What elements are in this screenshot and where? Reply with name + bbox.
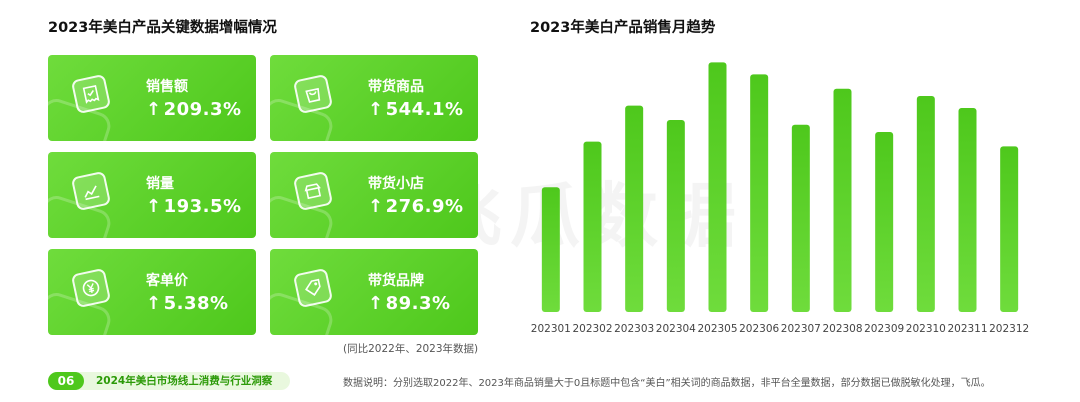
- x-tick-label: 202305: [697, 323, 737, 335]
- metric-value: ↑ 89.3%: [368, 293, 451, 314]
- arrow-up-icon: ↑: [146, 196, 162, 217]
- page-number-badge: 06: [48, 372, 84, 390]
- bar-202310: [916, 96, 935, 312]
- bag-icon: [292, 73, 334, 115]
- metric-card-sales-volume: 销量 ↑ 193.5%: [48, 152, 256, 238]
- bar-202303: [625, 105, 644, 312]
- data-description: 数据说明：分别选取2022年、2023年商品销量大于0且标题中包含“美白”相关词…: [343, 378, 991, 389]
- receipt-icon: [70, 73, 112, 115]
- bar-202312: [1000, 146, 1019, 312]
- arrow-up-icon: ↑: [146, 293, 162, 314]
- section-title-key-metrics: 2023年美白产品关键数据增幅情况: [48, 20, 277, 36]
- x-tick-label: 202312: [989, 323, 1029, 335]
- x-tick-label: 202303: [614, 323, 654, 335]
- x-tick-label: 202306: [739, 323, 779, 335]
- x-tick-label: 202308: [822, 323, 862, 335]
- metric-label: 带货品牌: [368, 273, 424, 289]
- bar-202301: [541, 187, 560, 312]
- arrow-up-icon: ↑: [368, 99, 384, 120]
- metric-value: ↑ 5.38%: [146, 293, 229, 314]
- x-tick-label: 202311: [947, 323, 987, 335]
- arrow-up-icon: ↑: [368, 196, 384, 217]
- bar-202306: [750, 74, 769, 313]
- monthly-sales-bar-chart: 202301 202302 202303 202304 202305 202306 2023…: [531, 62, 1029, 335]
- x-tick-label: 202302: [572, 323, 612, 335]
- metric-card-unit-price: 客单价 ↑ 5.38%: [48, 249, 256, 335]
- x-tick-label: 202309: [864, 323, 904, 335]
- bar-202311: [958, 108, 977, 312]
- metric-value: ↑ 193.5%: [146, 196, 242, 217]
- comparison-note: (同比2022年、2023年数据): [343, 343, 479, 355]
- bar-202304: [666, 120, 685, 312]
- chart-icon: [70, 170, 112, 212]
- report-title-pill: 2024年美白市场线上消费与行业洞察: [78, 372, 290, 390]
- x-tick-label: 202301: [531, 323, 571, 335]
- yen-icon: [70, 267, 112, 309]
- bar-202305: [708, 62, 727, 313]
- metric-label: 销售额: [146, 79, 188, 95]
- metric-card-sales-amount: 销售额 ↑ 209.3%: [48, 55, 256, 141]
- tag-icon: [292, 267, 334, 309]
- metric-card-stores: 带货小店 ↑ 276.9%: [270, 152, 478, 238]
- metric-value: ↑ 276.9%: [368, 196, 464, 217]
- metric-label: 销量: [146, 176, 174, 192]
- metric-label: 客单价: [146, 273, 188, 289]
- bar-202309: [875, 132, 894, 312]
- store-icon: [292, 170, 334, 212]
- bar-202302: [583, 141, 602, 312]
- arrow-up-icon: ↑: [368, 293, 384, 314]
- x-tick-label: 202310: [906, 323, 946, 335]
- metric-label: 带货商品: [368, 79, 424, 95]
- metric-value: ↑ 544.1%: [368, 99, 464, 120]
- bar-202307: [791, 124, 810, 312]
- arrow-up-icon: ↑: [146, 99, 162, 120]
- chart-title: 2023年美白产品销售月趋势: [530, 20, 716, 36]
- metric-card-products: 带货商品 ↑ 544.1%: [270, 55, 478, 141]
- metric-card-brands: 带货品牌 ↑ 89.3%: [270, 249, 478, 335]
- x-tick-label: 202304: [656, 323, 696, 335]
- bar-202308: [833, 88, 852, 312]
- metric-value: ↑ 209.3%: [146, 99, 242, 120]
- x-tick-label: 202307: [781, 323, 821, 335]
- metric-label: 带货小店: [368, 176, 424, 192]
